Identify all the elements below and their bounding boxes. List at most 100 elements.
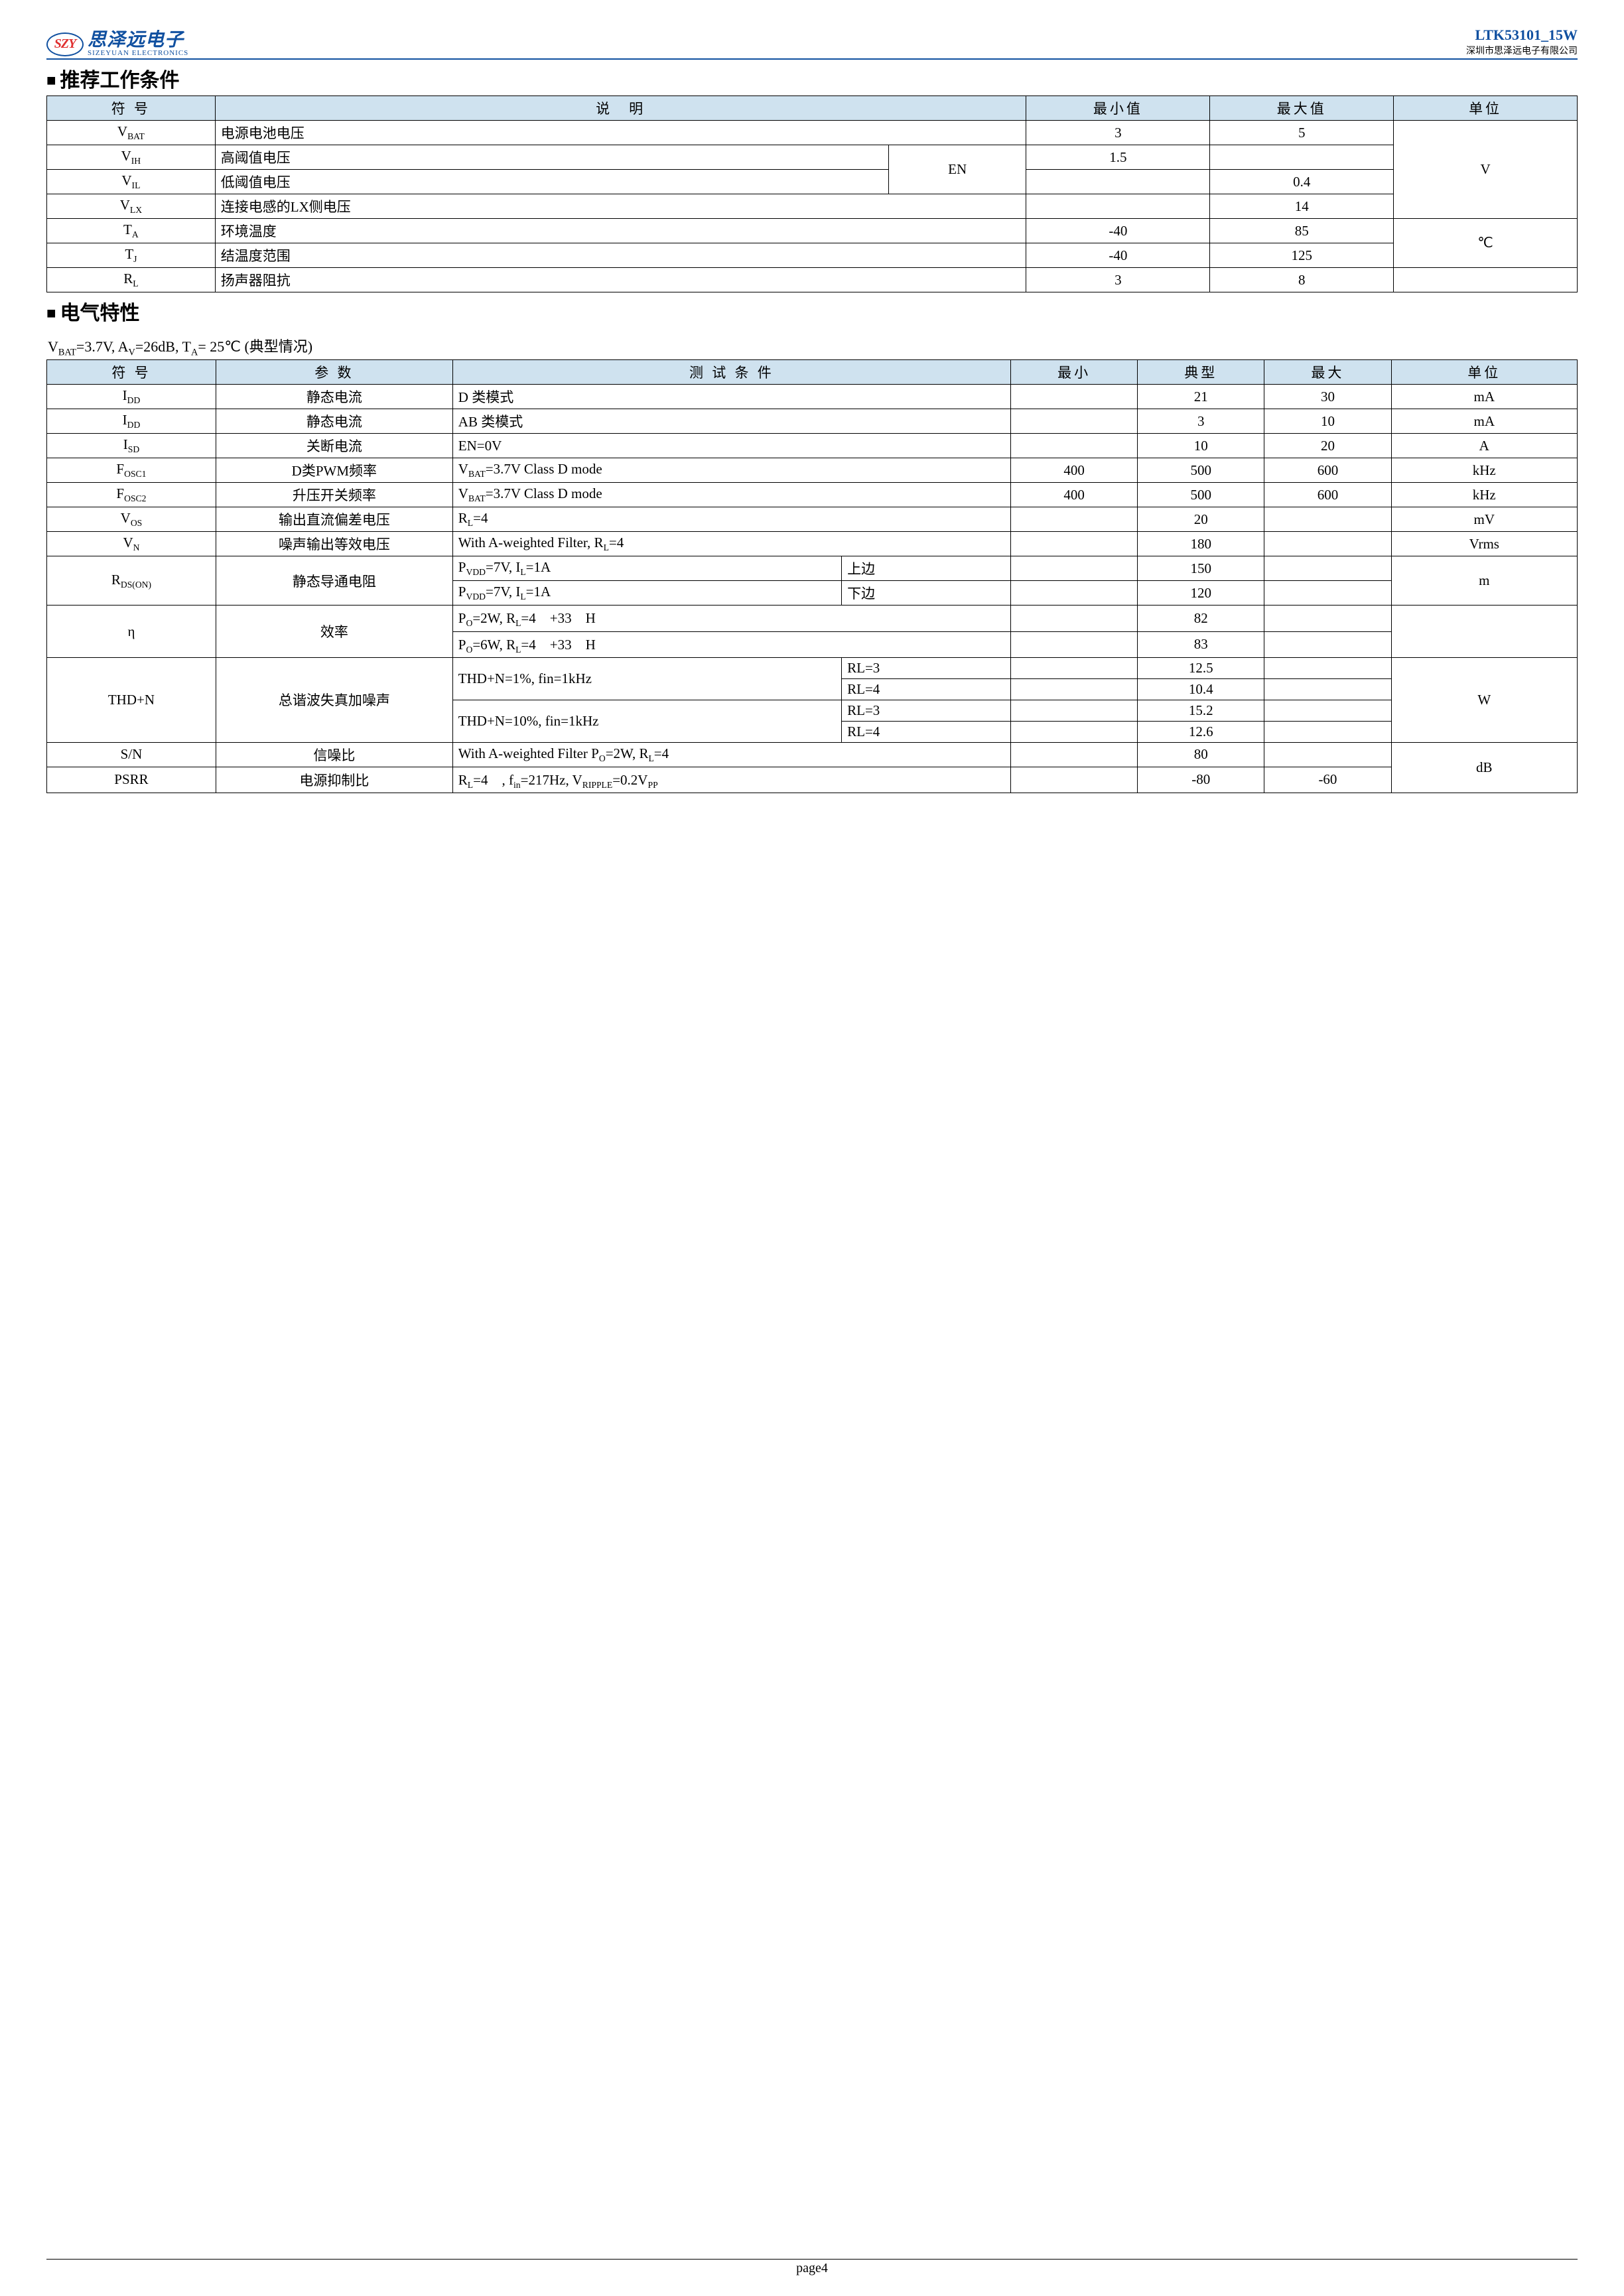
cell-desc: 电源电池电压: [215, 121, 1026, 145]
cell-cond: RL=4 , fin=217Hz, VRIPPLE=0.2VPP: [452, 767, 1010, 793]
cell-unit: [1394, 268, 1578, 292]
cell-cond: RL=4: [452, 507, 1010, 532]
cell-typ: 10: [1138, 434, 1264, 458]
cell-unit: mV: [1391, 507, 1577, 532]
logo-en: SIZEYUAN ELECTRONICS: [88, 50, 188, 57]
cell-min: [1011, 556, 1138, 581]
cell-sym: PSRR: [47, 767, 216, 793]
cell-cond: THD+N=10%, fin=1kHz: [452, 700, 841, 742]
cell-max: 14: [1210, 194, 1394, 219]
cell-sym: VN: [47, 532, 216, 556]
cell-param: 升压开关频率: [216, 483, 452, 507]
cell-cond: D 类模式: [452, 385, 1010, 409]
recommended-conditions-table: 符 号 说 明 最小值 最大值 单位 VBAT 电源电池电压 3 5 V VIH…: [46, 96, 1578, 292]
cell-max: 8: [1210, 268, 1394, 292]
cell-max: 125: [1210, 243, 1394, 268]
cell-min: [1011, 581, 1138, 606]
cell-sym: η: [47, 606, 216, 657]
cell-min: [1011, 631, 1138, 657]
cell-unit: W: [1391, 657, 1577, 742]
cell-param: 静态电流: [216, 409, 452, 434]
col-param: 参 数: [216, 360, 452, 385]
bullet-icon: ■: [46, 72, 56, 90]
table-row: TJ 结温度范围 -40 125: [47, 243, 1578, 268]
cell-cond2: RL=4: [842, 678, 1011, 700]
col-typ: 典型: [1138, 360, 1264, 385]
cell-min: [1011, 700, 1138, 721]
cell-max: [1264, 631, 1391, 657]
cell-typ: 80: [1138, 742, 1264, 767]
cell-typ: 21: [1138, 385, 1264, 409]
cell-min: -40: [1026, 243, 1210, 268]
cell-sym: IDD: [47, 385, 216, 409]
cell-max: 20: [1264, 434, 1391, 458]
cell-sym: S/N: [47, 742, 216, 767]
cell-unit: dB: [1391, 742, 1577, 793]
table-row: VN 噪声输出等效电压 With A-weighted Filter, RL=4…: [47, 532, 1578, 556]
cell-typ: 150: [1138, 556, 1264, 581]
cell-cond: VBAT=3.7V Class D mode: [452, 483, 1010, 507]
page-footer: page4: [0, 2259, 1624, 2276]
cell-typ: 3: [1138, 409, 1264, 434]
table-row: IDD 静态电流 D 类模式 21 30 mA: [47, 385, 1578, 409]
cell-typ: 82: [1138, 606, 1264, 631]
section2-title-text: 电气特性: [60, 302, 140, 324]
cell-sym: VIH: [47, 145, 216, 170]
cell-desc: 低阈值电压: [215, 170, 888, 194]
cell-cond: With A-weighted Filter PO=2W, RL=4: [452, 742, 1010, 767]
table-row: RDS(ON) 静态导通电阻 PVDD=7V, IL=1A 上边 150 m: [47, 556, 1578, 581]
col-max: 最大值: [1210, 96, 1394, 121]
cell-min: 400: [1011, 458, 1138, 483]
section1-title-text: 推荐工作条件: [60, 70, 180, 92]
cell-unit: m: [1391, 556, 1577, 606]
cell-max: [1264, 721, 1391, 742]
cell-unit: kHz: [1391, 483, 1577, 507]
cell-max: [1210, 145, 1394, 170]
cell-max: 10: [1264, 409, 1391, 434]
cell-sym: FOSC1: [47, 458, 216, 483]
cell-param: 关断电流: [216, 434, 452, 458]
table-row: VLX 连接电感的LX侧电压 14: [47, 194, 1578, 219]
table-row: VBAT 电源电池电压 3 5 V: [47, 121, 1578, 145]
cell-typ: 12.5: [1138, 657, 1264, 678]
cell-param: D类PWM频率: [216, 458, 452, 483]
cell-max: [1264, 581, 1391, 606]
cell-unit: ℃: [1394, 219, 1578, 268]
cell-max: [1264, 556, 1391, 581]
cell-param: 输出直流偏差电压: [216, 507, 452, 532]
cell-cond2: 上边: [842, 556, 1011, 581]
cell-sym: RL: [47, 268, 216, 292]
table-row: IDD 静态电流 AB 类模式 3 10 mA: [47, 409, 1578, 434]
cell-cond2: RL=3: [842, 700, 1011, 721]
table-row: VIL 低阈值电压 0.4: [47, 170, 1578, 194]
cell-sym: VBAT: [47, 121, 216, 145]
col-unit: 单位: [1394, 96, 1578, 121]
cell-cond: AB 类模式: [452, 409, 1010, 434]
cell-max: 600: [1264, 458, 1391, 483]
cell-unit: kHz: [1391, 458, 1577, 483]
cell-typ: 83: [1138, 631, 1264, 657]
cell-typ: 12.6: [1138, 721, 1264, 742]
col-symbol: 符 号: [47, 360, 216, 385]
cell-max: [1264, 532, 1391, 556]
cell-max: [1264, 606, 1391, 631]
cell-min: [1011, 767, 1138, 793]
cell-min: [1011, 385, 1138, 409]
table-header-row: 符 号 参 数 测 试 条 件 最小 典型 最大 单位: [47, 360, 1578, 385]
cell-min: [1011, 434, 1138, 458]
cell-cond2: RL=4: [842, 721, 1011, 742]
header-right: LTK53101_15W 深圳市思泽远电子有限公司: [1466, 27, 1578, 57]
table-row: η 效率 PO=2W, RL=4 +33 H 82: [47, 606, 1578, 631]
cell-min: 1.5: [1026, 145, 1210, 170]
cell-unit: mA: [1391, 409, 1577, 434]
col-max: 最大: [1264, 360, 1391, 385]
table-header-row: 符 号 说 明 最小值 最大值 单位: [47, 96, 1578, 121]
cell-min: [1026, 194, 1210, 219]
cell-max: 0.4: [1210, 170, 1394, 194]
cell-desc: 高阈值电压: [215, 145, 888, 170]
cell-typ: 10.4: [1138, 678, 1264, 700]
cell-cond: PVDD=7V, IL=1A: [452, 581, 841, 606]
cell-unit: mA: [1391, 385, 1577, 409]
table-row: S/N 信噪比 With A-weighted Filter PO=2W, RL…: [47, 742, 1578, 767]
cell-sym: VIL: [47, 170, 216, 194]
